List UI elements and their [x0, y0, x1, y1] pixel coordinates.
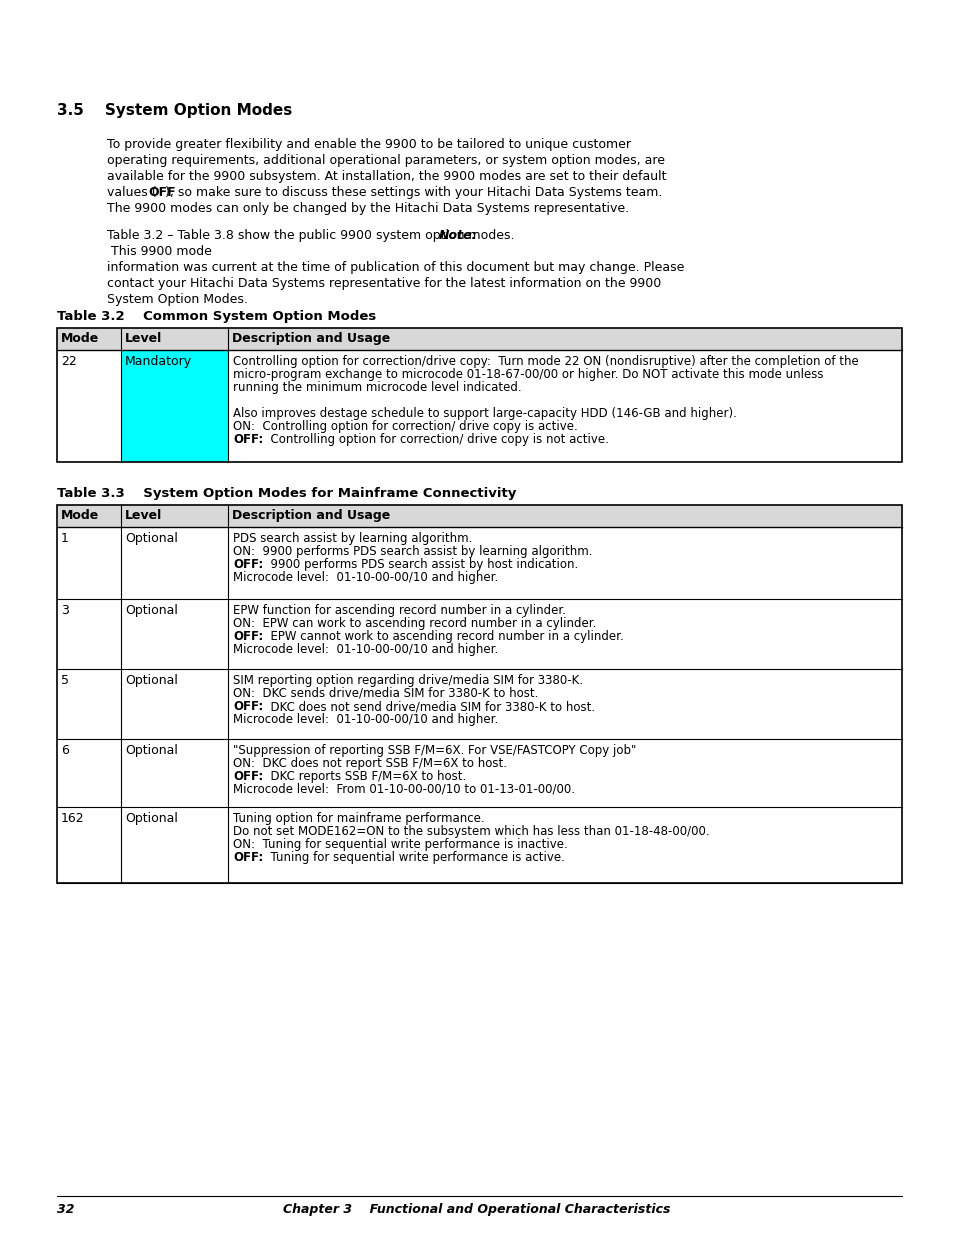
Text: Table 3.2    Common System Option Modes: Table 3.2 Common System Option Modes [57, 310, 375, 324]
Text: Level: Level [125, 332, 162, 345]
Text: 5: 5 [61, 674, 69, 687]
Text: Controlling option for correction/ drive copy is not active.: Controlling option for correction/ drive… [263, 433, 608, 446]
Text: ON:  EPW can work to ascending record number in a cylinder.: ON: EPW can work to ascending record num… [233, 618, 596, 630]
Text: 32: 32 [57, 1203, 74, 1216]
Text: contact your Hitachi Data Systems representative for the latest information on t: contact your Hitachi Data Systems repres… [107, 277, 660, 290]
Text: 6: 6 [61, 743, 69, 757]
Text: information was current at the time of publication of this document but may chan: information was current at the time of p… [107, 261, 683, 274]
Text: Note:: Note: [438, 228, 476, 242]
Bar [121, 350, 228, 462]
Bar [57, 329, 901, 350]
Bar [57, 329, 901, 462]
Text: "Suppression of reporting SSB F/M=6X. For VSE/FASTCOPY Copy job": "Suppression of reporting SSB F/M=6X. Fo… [233, 743, 636, 757]
Text: Optional: Optional [125, 674, 177, 687]
Text: Mode: Mode [61, 332, 99, 345]
Text: Microcode level:  01-10-00-00/10 and higher.: Microcode level: 01-10-00-00/10 and high… [233, 643, 497, 656]
Text: Optional: Optional [125, 604, 177, 618]
Text: OFF:: OFF: [233, 700, 263, 713]
Text: ON:  9900 performs PDS search assist by learning algorithm.: ON: 9900 performs PDS search assist by l… [233, 545, 592, 558]
Text: Description and Usage: Description and Usage [232, 509, 390, 522]
Text: OFF:: OFF: [233, 630, 263, 643]
Text: EPW function for ascending record number in a cylinder.: EPW function for ascending record number… [233, 604, 565, 618]
Text: 22: 22 [61, 354, 76, 368]
Text: Optional: Optional [125, 532, 177, 545]
Text: 1: 1 [61, 532, 69, 545]
Text: Optional: Optional [125, 743, 177, 757]
Text: values (: values ( [107, 186, 156, 199]
Text: Description and Usage: Description and Usage [232, 332, 390, 345]
Text: Controlling option for correction/drive copy:  Turn mode 22 ON (nondisruptive) a: Controlling option for correction/drive … [233, 354, 858, 368]
Text: micro-program exchange to microcode 01-18-67-00/00 or higher. Do NOT activate th: micro-program exchange to microcode 01-1… [233, 368, 822, 382]
Text: Also improves destage schedule to support large-capacity HDD (146-GB and higher): Also improves destage schedule to suppor… [233, 408, 736, 420]
Text: Table 3.3    System Option Modes for Mainframe Connectivity: Table 3.3 System Option Modes for Mainfr… [57, 487, 516, 500]
Text: SIM reporting option regarding drive/media SIM for 3380-K.: SIM reporting option regarding drive/med… [233, 674, 582, 687]
Text: Microcode level:  From 01-10-00-00/10 to 01-13-01-00/00.: Microcode level: From 01-10-00-00/10 to … [233, 783, 575, 797]
Text: The 9900 modes can only be changed by the Hitachi Data Systems representative.: The 9900 modes can only be changed by th… [107, 203, 628, 215]
Text: This 9900 mode: This 9900 mode [107, 245, 212, 258]
Bar [57, 505, 901, 527]
Text: DKC does not send drive/media SIM for 3380-K to host.: DKC does not send drive/media SIM for 33… [263, 700, 595, 713]
Text: EPW cannot work to ascending record number in a cylinder.: EPW cannot work to ascending record numb… [263, 630, 623, 643]
Text: 3: 3 [61, 604, 69, 618]
Text: ON:  DKC sends drive/media SIM for 3380-K to host.: ON: DKC sends drive/media SIM for 3380-K… [233, 687, 537, 700]
Text: 162: 162 [61, 811, 85, 825]
Text: Mandatory: Mandatory [125, 354, 192, 368]
Text: Level: Level [125, 509, 162, 522]
Bar [57, 505, 901, 883]
Text: ), so make sure to discuss these settings with your Hitachi Data Systems team.: ), so make sure to discuss these setting… [165, 186, 661, 199]
Text: To provide greater flexibility and enable the 9900 to be tailored to unique cust: To provide greater flexibility and enabl… [107, 138, 630, 151]
Text: Microcode level:  01-10-00-00/10 and higher.: Microcode level: 01-10-00-00/10 and high… [233, 713, 497, 726]
Text: ON:  DKC does not report SSB F/M=6X to host.: ON: DKC does not report SSB F/M=6X to ho… [233, 757, 506, 769]
Text: 9900 performs PDS search assist by host indication.: 9900 performs PDS search assist by host … [263, 558, 578, 571]
Text: Tuning for sequential write performance is active.: Tuning for sequential write performance … [263, 851, 564, 864]
Text: ON:  Tuning for sequential write performance is inactive.: ON: Tuning for sequential write performa… [233, 839, 567, 851]
Text: Optional: Optional [125, 811, 177, 825]
Text: operating requirements, additional operational parameters, or system option mode: operating requirements, additional opera… [107, 154, 664, 167]
Text: PDS search assist by learning algorithm.: PDS search assist by learning algorithm. [233, 532, 472, 545]
Text: Mode: Mode [61, 509, 99, 522]
Text: OFF:: OFF: [233, 769, 263, 783]
Text: Tuning option for mainframe performance.: Tuning option for mainframe performance. [233, 811, 484, 825]
Text: Table 3.2 – Table 3.8 show the public 9900 system option modes.: Table 3.2 – Table 3.8 show the public 99… [107, 228, 518, 242]
Text: running the minimum microcode level indicated.: running the minimum microcode level indi… [233, 382, 521, 394]
Text: DKC reports SSB F/M=6X to host.: DKC reports SSB F/M=6X to host. [263, 769, 466, 783]
Text: System Option Modes.: System Option Modes. [107, 293, 248, 306]
Text: OFF:: OFF: [233, 558, 263, 571]
Text: Chapter 3    Functional and Operational Characteristics: Chapter 3 Functional and Operational Cha… [283, 1203, 670, 1216]
Text: OFF: OFF [149, 186, 176, 199]
Text: 3.5    System Option Modes: 3.5 System Option Modes [57, 103, 292, 119]
Text: OFF:: OFF: [233, 433, 263, 446]
Text: OFF:: OFF: [233, 851, 263, 864]
Text: available for the 9900 subsystem. At installation, the 9900 modes are set to the: available for the 9900 subsystem. At ins… [107, 170, 666, 183]
Text: Microcode level:  01-10-00-00/10 and higher.: Microcode level: 01-10-00-00/10 and high… [233, 571, 497, 584]
Text: ON:  Controlling option for correction/ drive copy is active.: ON: Controlling option for correction/ d… [233, 420, 578, 433]
Text: Do not set MODE162=ON to the subsystem which has less than 01-18-48-00/00.: Do not set MODE162=ON to the subsystem w… [233, 825, 709, 839]
